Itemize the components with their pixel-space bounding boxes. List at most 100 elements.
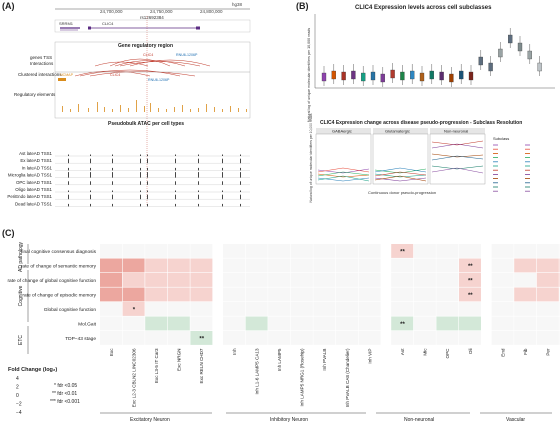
atac-peak bbox=[175, 167, 176, 171]
heatmap-cell bbox=[223, 302, 245, 316]
heatmap-cell bbox=[167, 287, 190, 302]
atac-peak bbox=[175, 194, 176, 200]
atac-peak bbox=[222, 194, 223, 200]
heatmap-cell bbox=[268, 258, 291, 273]
c-legend-ticks: 4 2 0 −2 −4 bbox=[16, 376, 22, 416]
heatmap-cell bbox=[122, 273, 145, 287]
heatmap-cell bbox=[145, 316, 168, 331]
heatmap-cell bbox=[336, 331, 358, 345]
heatmap-cell bbox=[223, 331, 245, 345]
heatmap-cell bbox=[391, 302, 414, 316]
atac-peak bbox=[222, 172, 223, 178]
b-legend-title: Subclass bbox=[493, 136, 509, 141]
box bbox=[321, 72, 327, 82]
heatmap-cell bbox=[313, 302, 336, 316]
c-group-nonneuronal: Non-neuronal bbox=[404, 417, 434, 423]
trend-line bbox=[317, 167, 370, 173]
regulatory-bar bbox=[230, 106, 231, 112]
trend-line bbox=[374, 171, 427, 177]
heatmap-cell bbox=[313, 273, 336, 287]
heatmap-cell bbox=[167, 244, 190, 258]
heatmap-cell bbox=[336, 316, 358, 331]
heatmap-cell bbox=[459, 316, 481, 331]
heatmap-cell bbox=[459, 258, 481, 273]
heatmap-cell bbox=[413, 331, 436, 345]
heatmap-cell bbox=[491, 302, 514, 316]
atac-peak bbox=[68, 158, 69, 164]
c-column-label: Inh L1-6 LAMP5 CA13 bbox=[254, 348, 259, 394]
atac-peak bbox=[68, 172, 69, 178]
atac-peak bbox=[140, 194, 141, 200]
heatmap-cell bbox=[436, 331, 459, 345]
box bbox=[527, 50, 532, 60]
atac-track-label: Oligo lateAD TSS1 bbox=[15, 187, 52, 192]
b-xlabel-bottom: Continuous donor pseudo-progression bbox=[368, 190, 436, 195]
atac-track-labels: Ast lateAD TSS1 Ex lateAD TSS1 In lateAD T… bbox=[7, 151, 52, 206]
regulatory-bar bbox=[128, 108, 129, 112]
heatmap-cell bbox=[268, 302, 291, 316]
regulatory-bar bbox=[198, 108, 199, 112]
c-column-label: Inh LAMP5 NRG1 (Rosehip) bbox=[300, 348, 305, 406]
heatmap-cell bbox=[413, 244, 436, 258]
regulatory-bar bbox=[174, 107, 175, 112]
c-column-label: Exc NRGN bbox=[177, 349, 182, 371]
cluster-gene-clic4-a: CLIC4 bbox=[143, 53, 153, 57]
regulatory-bar bbox=[150, 103, 151, 112]
c-group-ad-pathology: AD pathology bbox=[18, 241, 24, 272]
atac-peak bbox=[140, 154, 141, 156]
b-title-top: CLIC4 Expression levels across cell subc… bbox=[355, 5, 492, 11]
atac-peak bbox=[112, 203, 113, 207]
heatmap-cell bbox=[514, 258, 537, 273]
cluster-gene-ncmap: NCMAP bbox=[60, 73, 74, 77]
c-group-inhibitory: Inhibitory Neuron bbox=[270, 417, 308, 423]
panel-b-expression: CLIC4 Expression levels across cell subc… bbox=[307, 5, 555, 202]
cluster-gene-rnu6-b: RNU6-1206P bbox=[148, 78, 170, 82]
heatmap-cell bbox=[514, 331, 537, 345]
box bbox=[439, 71, 444, 81]
heatmap-cell bbox=[245, 258, 268, 273]
atac-peak bbox=[240, 181, 241, 185]
heatmap-cell bbox=[491, 273, 514, 287]
heatmap-cell bbox=[459, 331, 481, 345]
regulatory-bar bbox=[182, 105, 183, 112]
trend-line bbox=[374, 167, 427, 173]
box bbox=[488, 62, 493, 72]
heatmap-cell bbox=[358, 331, 381, 345]
box bbox=[361, 72, 366, 82]
regulatory-bar bbox=[158, 108, 159, 112]
heatmap-cell bbox=[122, 258, 145, 273]
heatmap-cell bbox=[313, 258, 336, 273]
cluster-gene-clic4-b: CLIC4 bbox=[110, 73, 120, 77]
box bbox=[508, 34, 513, 44]
box bbox=[419, 72, 425, 82]
heatmap-cell bbox=[245, 287, 268, 302]
heatmap-cell bbox=[100, 273, 122, 287]
atac-peak bbox=[222, 181, 223, 185]
c-legend-tick: 0 bbox=[16, 393, 19, 399]
heatmap-cell bbox=[413, 273, 436, 287]
section-gene-regulatory: Gene regulatory region bbox=[118, 43, 173, 49]
heatmap-cell bbox=[223, 316, 245, 331]
heatmap-cell bbox=[145, 331, 168, 345]
heatmap-cell bbox=[491, 244, 514, 258]
atac-track-label: Ast lateAD TSS1 bbox=[19, 151, 52, 156]
box bbox=[517, 42, 523, 52]
c-row-label: Mol.Gait bbox=[78, 321, 97, 327]
c-column-label: Inh VIP bbox=[367, 349, 372, 364]
box bbox=[341, 71, 346, 81]
c-column-label: Inh bbox=[232, 348, 237, 355]
heatmap-cell bbox=[436, 287, 459, 302]
heatmap-cell bbox=[536, 331, 559, 345]
atac-peak bbox=[112, 194, 113, 200]
atac-peak bbox=[90, 190, 91, 192]
atac-peak bbox=[140, 190, 141, 192]
heatmap-cell bbox=[190, 273, 213, 287]
heatmap-cell bbox=[459, 302, 481, 316]
atac-peak bbox=[112, 167, 113, 171]
heatmap-cell bbox=[491, 316, 514, 331]
atac-peak bbox=[198, 181, 199, 185]
heatmap-cell bbox=[459, 244, 481, 258]
c-column-label: Ast bbox=[400, 348, 405, 355]
trend-line bbox=[317, 168, 370, 174]
heatmap-cell bbox=[436, 302, 459, 316]
